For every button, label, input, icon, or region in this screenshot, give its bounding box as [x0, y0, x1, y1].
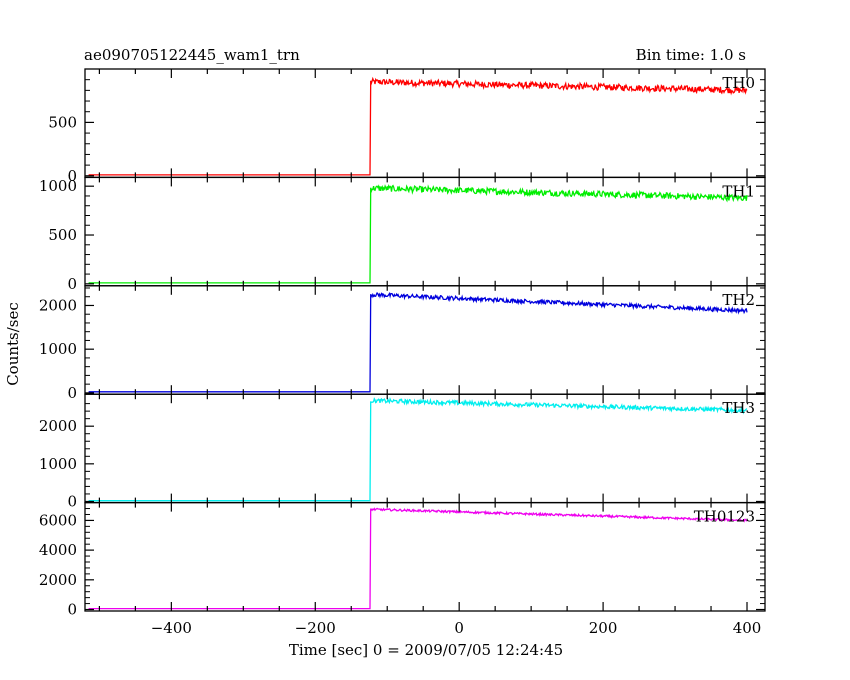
series-label-th0: TH0 — [722, 74, 755, 92]
series-line-th0123 — [88, 507, 748, 610]
y-tick-label: 500 — [48, 113, 77, 131]
panel-frame — [84, 285, 766, 395]
y-tick-label: 2000 — [39, 417, 77, 435]
bin-time-label: Bin time: 1.0 s — [636, 46, 746, 64]
panel-th0: 0 500 TH0 — [48, 68, 766, 185]
y-axis-label: Counts/sec — [4, 302, 22, 386]
y-tick-label: 0 — [67, 167, 77, 185]
y-tick-label: 0 — [67, 275, 77, 293]
series-line-th0 — [88, 76, 748, 176]
x-tick-label: 0 — [454, 619, 464, 637]
x-tick-label: −200 — [295, 619, 336, 637]
panel-th0123: 0 2000 4000 6000 TH0123 — [39, 501, 766, 619]
y-tick-label: 0 — [67, 492, 77, 510]
x-tick-label: −400 — [151, 619, 192, 637]
series-line-th2 — [88, 291, 748, 393]
x-axis-label: Time [sec] 0 = 2009/07/05 12:24:45 — [289, 641, 563, 659]
series-label-th3: TH3 — [722, 399, 755, 417]
panel-frame — [84, 501, 766, 612]
y-tick-label: 1000 — [39, 340, 77, 358]
y-tick-label: 2000 — [39, 296, 77, 314]
y-tick-label: 1000 — [39, 177, 77, 195]
x-tick-label: 200 — [589, 619, 618, 637]
y-tick-label: 0 — [67, 384, 77, 402]
panel-frame — [84, 68, 766, 179]
y-tick-label: 500 — [48, 226, 77, 244]
series-line-th1 — [88, 184, 748, 284]
chart-title: ae090705122445_wam1_trn — [84, 46, 300, 64]
y-tick-label: 0 — [67, 601, 77, 619]
y-tick-label: 1000 — [39, 455, 77, 473]
series-line-th3 — [88, 397, 748, 502]
panel-frame — [84, 393, 766, 504]
panel-th3: 0 1000 2000 TH3 — [39, 393, 766, 510]
series-label-th1: TH1 — [722, 182, 755, 200]
y-tick-label: 2000 — [39, 571, 77, 589]
y-tick-label: 6000 — [39, 511, 77, 529]
series-label-th0123: TH0123 — [694, 508, 755, 526]
y-tick-label: 4000 — [39, 541, 77, 559]
x-tick-label: 400 — [733, 619, 762, 637]
series-label-th2: TH2 — [722, 291, 755, 309]
panel-th1: 0 500 1000 TH1 — [39, 176, 766, 293]
panel-frame — [84, 176, 766, 287]
panel-th2: 0 1000 2000 TH2 — [39, 285, 766, 402]
